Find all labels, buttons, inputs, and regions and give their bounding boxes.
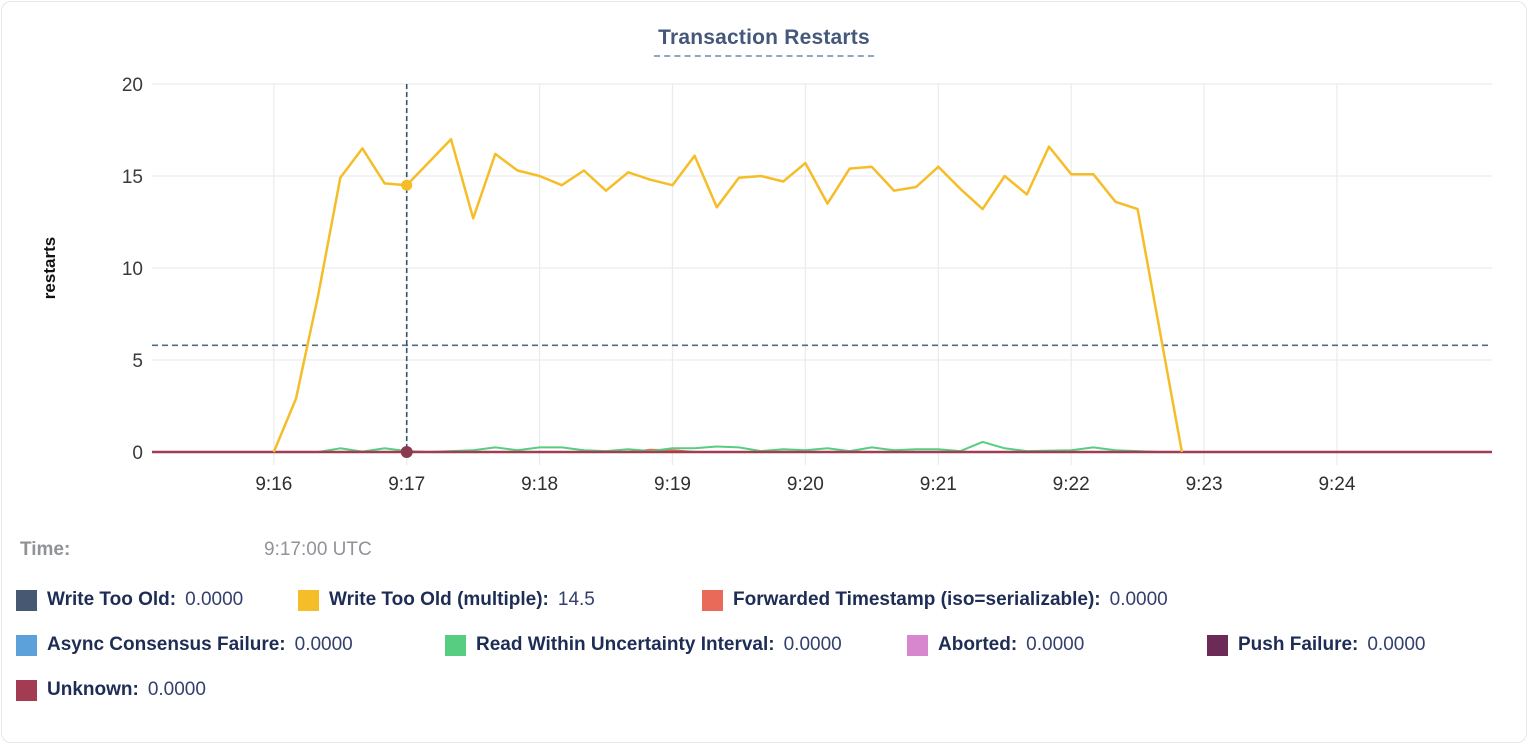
svg-text:9:22: 9:22 xyxy=(1053,474,1090,495)
chart-legend: Write Too Old: 0.0000 Write Too Old (multi… xyxy=(16,587,1516,722)
svg-text:9:17: 9:17 xyxy=(388,474,425,495)
svg-text:9:21: 9:21 xyxy=(920,474,957,495)
legend-value: 0.0000 xyxy=(147,679,206,700)
legend-label: Aborted: xyxy=(938,634,1018,655)
y-axis-label: restarts xyxy=(40,236,59,300)
legend-item-async-consensus-failure: Async Consensus Failure: 0.0000 xyxy=(16,634,445,656)
legend-item-push-failure: Push Failure: 0.0000 xyxy=(1207,634,1425,656)
x-axis-tick-labels: 9:16 9:17 9:18 9:19 9:20 9:21 9:22 9:23 9:24 xyxy=(255,474,1356,495)
legend-swatch-icon xyxy=(907,634,928,656)
svg-text:9:23: 9:23 xyxy=(1186,474,1223,495)
legend-value: 14.5 xyxy=(557,589,595,610)
legend-label: Forwarded Timestamp (iso=serializable): xyxy=(733,589,1101,610)
svg-text:9:19: 9:19 xyxy=(654,474,691,495)
legend-swatch-icon xyxy=(16,679,37,701)
legend-swatch-icon xyxy=(298,589,319,611)
legend-row: Unknown: 0.0000 xyxy=(16,677,1516,703)
legend-value: 0.0000 xyxy=(1109,589,1168,610)
y-axis-tick-labels: 0 5 10 15 20 xyxy=(122,75,143,464)
legend-swatch-icon xyxy=(445,634,466,656)
legend-item-read-within-uncertainty-interval: Read Within Uncertainty Interval: 0.0000 xyxy=(445,634,907,656)
legend-value: 0.0000 xyxy=(294,634,353,655)
svg-text:0: 0 xyxy=(132,443,143,464)
legend-value: 0.0000 xyxy=(783,634,842,655)
legend-label: Async Consensus Failure: xyxy=(47,634,286,655)
legend-value: 0.0000 xyxy=(1367,634,1426,655)
legend-item-aborted: Aborted: 0.0000 xyxy=(907,634,1207,656)
hover-point-write-too-old-multiple xyxy=(401,179,413,191)
legend-item-write-too-old: Write Too Old: 0.0000 xyxy=(16,589,298,611)
legend-label: Write Too Old (multiple): xyxy=(329,589,549,610)
hover-point-unknown xyxy=(400,446,413,458)
legend-row: Async Consensus Failure: 0.0000 Read Withi… xyxy=(16,632,1516,658)
svg-text:20: 20 xyxy=(122,75,143,96)
chart-title[interactable]: Transaction Restarts xyxy=(654,26,874,57)
series-write-too-old-multiple-line xyxy=(272,137,1184,453)
svg-text:5: 5 xyxy=(132,351,143,372)
svg-text:9:16: 9:16 xyxy=(255,474,292,495)
legend-item-forwarded-timestamp-iso-serializable: Forwarded Timestamp (iso=serializable): 0… xyxy=(702,589,1168,611)
legend-label: Push Failure: xyxy=(1238,634,1359,655)
series-read-within-uncertainty-interval-line xyxy=(152,440,1492,453)
transaction-restarts-chart[interactable]: 9:16 9:17 9:18 9:19 9:20 9:21 9:22 9:23 9:24 0 5 10… xyxy=(2,2,1527,522)
legend-label: Unknown: xyxy=(47,679,139,700)
legend-label: Write Too Old: xyxy=(47,589,177,610)
chart-title-wrap: Transaction Restarts xyxy=(2,26,1526,57)
hover-time-label: Time: xyxy=(20,539,71,560)
legend-value: 0.0000 xyxy=(1026,634,1085,655)
legend-label: Read Within Uncertainty Interval: xyxy=(476,634,775,655)
legend-swatch-icon xyxy=(702,589,723,611)
svg-text:9:18: 9:18 xyxy=(521,474,558,495)
legend-row: Write Too Old: 0.0000 Write Too Old (multi… xyxy=(16,587,1516,613)
legend-swatch-icon xyxy=(1207,634,1228,656)
legend-swatch-icon xyxy=(16,589,37,611)
svg-text:9:20: 9:20 xyxy=(787,474,824,495)
legend-swatch-icon xyxy=(16,634,37,656)
gridlines xyxy=(152,83,1492,465)
legend-item-write-too-old-multiple: Write Too Old (multiple): 14.5 xyxy=(298,589,702,611)
hover-time-value: 9:17:00 UTC xyxy=(264,539,372,560)
legend-item-unknown: Unknown: 0.0000 xyxy=(16,679,206,701)
legend-value: 0.0000 xyxy=(185,589,244,610)
svg-text:10: 10 xyxy=(122,259,143,280)
svg-text:9:24: 9:24 xyxy=(1318,474,1355,495)
svg-text:15: 15 xyxy=(122,167,143,188)
hover-time-row: Time: 9:17:00 UTC xyxy=(20,539,720,563)
